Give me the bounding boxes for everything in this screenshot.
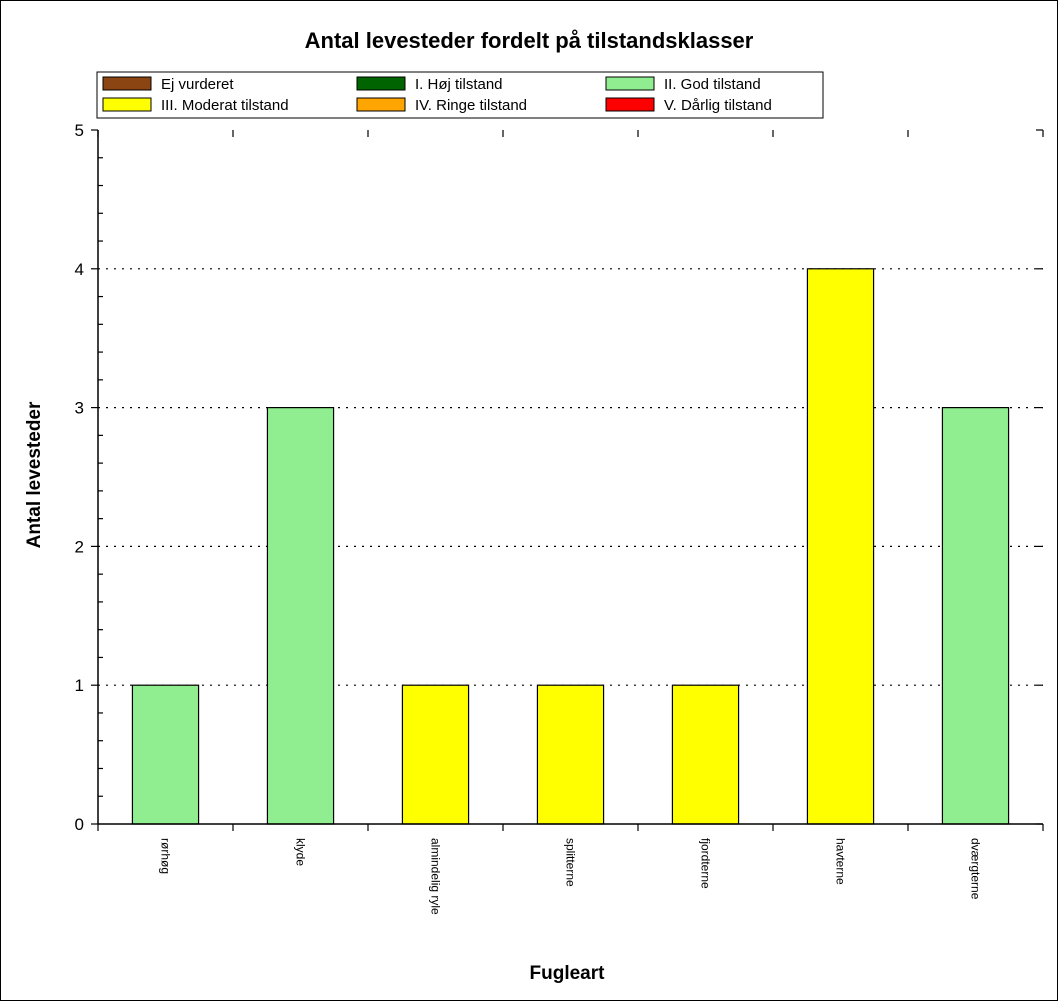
y-tick-label: 5 — [75, 121, 84, 140]
bar — [941, 407, 1010, 825]
y-axis-title: Antal levesteder — [24, 401, 45, 548]
x-category-label: dværgterne — [969, 838, 983, 900]
y-tick-label: 1 — [75, 676, 84, 695]
legend-label: IV. Ringe tilstand — [415, 97, 527, 114]
legend-swatch — [605, 76, 655, 91]
legend-label: V. Dårlig tilstand — [664, 97, 772, 114]
legend-label: II. God tilstand — [664, 76, 761, 93]
legend-swatch — [356, 97, 406, 112]
y-tick-label: 2 — [75, 537, 84, 556]
bar — [536, 684, 605, 825]
y-tick-label: 4 — [75, 260, 84, 279]
axes: 0 1 2 3 4 5 rørhøg klyde almindelig ryle splitter… — [75, 121, 1044, 915]
x-axis-title: Fugleart — [530, 963, 606, 984]
gridlines — [98, 268, 1043, 686]
y-tick-label: 3 — [75, 399, 84, 418]
legend-label: I. Høj tilstand — [415, 76, 503, 93]
legend-swatch — [102, 97, 152, 112]
x-category-label: fjordterne — [699, 838, 713, 889]
x-category-label: klyde — [294, 838, 308, 866]
x-category-label: splitterne — [564, 838, 578, 887]
bar — [266, 407, 335, 825]
bar — [401, 684, 470, 825]
bar — [671, 684, 740, 825]
bar — [131, 684, 200, 825]
y-tick-label: 0 — [75, 815, 84, 834]
legend-label: III. Moderat tilstand — [161, 97, 289, 114]
x-category-label: havterne — [834, 838, 848, 885]
legend-swatch — [102, 76, 152, 91]
legend-swatch — [605, 97, 655, 112]
x-category-label: rørhøg — [159, 838, 173, 874]
x-category-label: almindelig ryle — [429, 838, 443, 915]
bar — [806, 268, 875, 825]
legend-swatch — [356, 76, 406, 91]
chart-title: Antal levesteder fordelt på tilstandskla… — [305, 28, 754, 53]
legend-label: Ej vurderet — [161, 76, 234, 93]
legend: Ej vurderet I. Høj tilstand II. God tilsta… — [96, 71, 824, 119]
legend-box — [96, 71, 824, 119]
